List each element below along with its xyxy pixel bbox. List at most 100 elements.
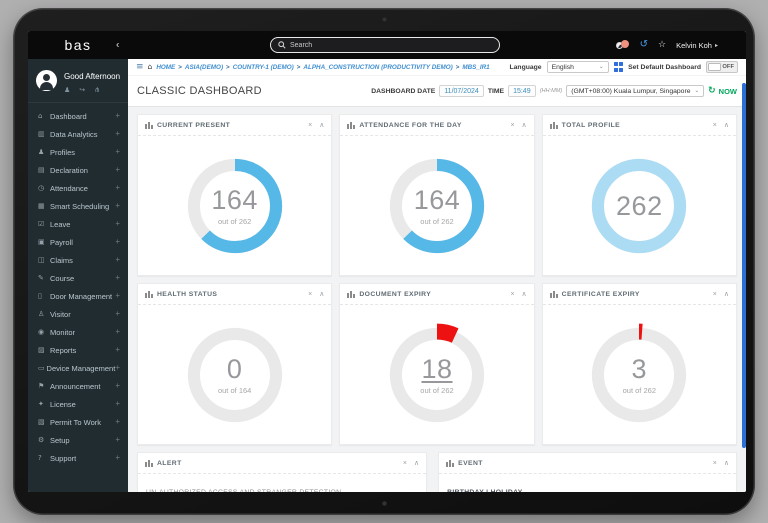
sidebar-item-visitor[interactable]: ♙ Visitor +	[28, 305, 128, 323]
payroll-icon: ▣	[38, 238, 45, 246]
close-card-icon[interactable]: ×	[402, 459, 408, 467]
profiles-icon: ♟	[38, 148, 45, 156]
now-button[interactable]: ↻ NOW	[708, 85, 737, 96]
sidebar-item-support[interactable]: ? Support +	[28, 449, 128, 467]
language-select[interactable]: English ⌄	[546, 61, 609, 73]
sidebar-item-label: Payroll	[50, 237, 73, 247]
collapse-card-icon[interactable]: ∧	[723, 459, 729, 467]
close-card-icon[interactable]: ×	[712, 290, 717, 298]
collapse-card-icon[interactable]: ∧	[414, 459, 420, 467]
card-tools: × ∧	[713, 460, 729, 467]
user-icon[interactable]: ♟	[64, 86, 71, 94]
breadcrumb-item[interactable]: ALPHA_CONSTRUCTION (PRODUCTIVITY DEMO)	[303, 63, 453, 71]
card-header: ATTENDANCE FOR THE DAY × ∧	[340, 115, 534, 136]
sidebar-item-label: Smart Scheduling	[50, 201, 110, 211]
sidebar-item-dashboard[interactable]: ⌂ Dashboard +	[28, 107, 128, 125]
data-analytics-icon: ▥	[38, 130, 45, 138]
alert-row[interactable]: UN-AUTHORIZED ACCESS AND STRANGER DETECT…	[138, 474, 426, 492]
breadcrumb-item[interactable]: ASIA(DEMO)	[184, 63, 224, 71]
sitemap-icon[interactable]: ⋔	[94, 86, 101, 94]
close-card-icon[interactable]: ×	[712, 121, 717, 129]
donut-card-grid: CURRENT PRESENT × ∧ 164 out of 262 ATTENDANCE…	[137, 114, 737, 445]
sidebar-item-payroll[interactable]: ▣ Payroll +	[28, 233, 128, 251]
sidebar-item-data-analytics[interactable]: ▥ Data Analytics +	[28, 125, 128, 143]
breadcrumb-item[interactable]: MBS_IR1	[462, 63, 490, 71]
sidebar-item-setup[interactable]: ⚙ Setup +	[28, 431, 128, 449]
collapse-card-icon[interactable]: ∧	[723, 121, 729, 129]
sidebar-item-course[interactable]: ✎ Course +	[28, 269, 128, 287]
collapse-card-icon[interactable]: ∧	[319, 121, 325, 129]
expand-plus-icon: +	[115, 291, 120, 300]
collapse-card-icon[interactable]: ∧	[521, 290, 527, 298]
hamburger-icon[interactable]: ≡	[136, 61, 144, 72]
card-tools: × ∧	[403, 460, 419, 467]
time-input[interactable]: 15:49	[508, 85, 536, 97]
sidebar-item-attendance[interactable]: ◷ Attendance +	[28, 179, 128, 197]
timezone-select[interactable]: (GMT+08:00) Kuala Lumpur, Singapore ⌄	[566, 85, 705, 97]
sidebar-item-leave[interactable]: ☑ Leave +	[28, 215, 128, 233]
card-tools: × ∧	[713, 291, 729, 298]
sidebar-item-license[interactable]: ✦ License +	[28, 395, 128, 413]
expand-plus-icon: +	[115, 147, 120, 156]
card-current-present: CURRENT PRESENT × ∧ 164 out of 262	[137, 114, 333, 276]
sidebar-item-label: Attendance	[50, 183, 88, 193]
close-card-icon[interactable]: ×	[712, 459, 717, 467]
breadcrumb-item[interactable]: HOME	[156, 63, 176, 71]
event-row[interactable]: BIRTHDAY | HOLIDAY	[439, 474, 736, 492]
dashboard-date-label: DASHBOARD DATE	[371, 87, 436, 95]
collapse-card-icon[interactable]: ∧	[521, 121, 527, 129]
bar-chart-icon	[145, 122, 153, 129]
expand-plus-icon: +	[115, 399, 120, 408]
monitor-icon: ◉	[38, 328, 45, 336]
scrollbar[interactable]	[741, 83, 746, 448]
sidebar-item-permit-to-work[interactable]: ▧ Permit To Work +	[28, 413, 128, 431]
card-total-profile: TOTAL PROFILE × ∧ 262	[541, 114, 737, 276]
user-menu[interactable]: Kelvin Koh ▸	[676, 41, 718, 50]
sidebar-item-monitor[interactable]: ◉ Monitor +	[28, 323, 128, 341]
donut-value-link[interactable]: 18	[421, 353, 453, 384]
app-screen: bas ‹ Search ↺ ☆ Kelvin Koh ▸	[28, 31, 746, 492]
app-logo[interactable]: bas	[64, 37, 92, 53]
close-card-icon[interactable]: ×	[308, 121, 313, 129]
sidebar-item-profiles[interactable]: ♟ Profiles +	[28, 143, 128, 161]
sidebar-item-announcement[interactable]: ⚑ Announcement +	[28, 377, 128, 395]
card-title: ATTENDANCE FOR THE DAY	[359, 121, 462, 129]
themes-icon[interactable]	[615, 40, 630, 50]
close-card-icon[interactable]: ×	[510, 121, 515, 129]
support-icon: ?	[38, 454, 42, 462]
bar-chart-icon	[145, 460, 153, 467]
history-icon[interactable]: ↺	[639, 39, 649, 50]
sidebar-item-label: Monitor	[50, 327, 76, 337]
sidebar-item-reports[interactable]: ▨ Reports +	[28, 341, 128, 359]
sidebar-item-label: Setup	[50, 435, 70, 445]
dashboard-grid-icon[interactable]	[613, 62, 624, 72]
dashboard-date-input[interactable]: 11/07/2024	[439, 85, 484, 97]
expand-plus-icon: +	[115, 345, 120, 354]
sidebar-item-declaration[interactable]: ▤ Declaration +	[28, 161, 128, 179]
breadcrumb-item[interactable]: COUNTRY-1 (DEMO)	[232, 63, 294, 71]
sidebar-item-claims[interactable]: ◫ Claims +	[28, 251, 128, 269]
sidebar-item-device-management[interactable]: ▭ Device Management +	[28, 359, 128, 377]
collapse-card-icon[interactable]: ∧	[319, 290, 325, 298]
card-tools: × ∧	[713, 122, 729, 129]
expand-plus-icon: +	[115, 381, 120, 390]
sidebar-item-label: License	[50, 399, 76, 409]
sidebar-item-smart-scheduling[interactable]: ▦ Smart Scheduling +	[28, 197, 128, 215]
sidebar-collapse-icon[interactable]: ‹	[116, 39, 120, 51]
set-default-toggle[interactable]: OFF	[706, 61, 738, 73]
donut-chart-body: 262	[543, 136, 736, 276]
toggle-knob	[708, 63, 721, 71]
leave-icon: ☑	[38, 220, 45, 228]
avatar[interactable]	[36, 70, 57, 91]
time-label: TIME	[487, 87, 505, 95]
star-icon[interactable]: ☆	[658, 39, 667, 50]
search-bar[interactable]: Search	[270, 37, 500, 53]
close-card-icon[interactable]: ×	[510, 290, 515, 298]
logout-icon[interactable]: ↪	[79, 86, 86, 94]
chevron-down-icon: ⌄	[598, 64, 604, 70]
close-card-icon[interactable]: ×	[308, 290, 313, 298]
collapse-card-icon[interactable]: ∧	[723, 290, 729, 298]
card-title: HEALTH STATUS	[157, 290, 218, 298]
sidebar-item-door-management[interactable]: ▯ Door Management +	[28, 287, 128, 305]
